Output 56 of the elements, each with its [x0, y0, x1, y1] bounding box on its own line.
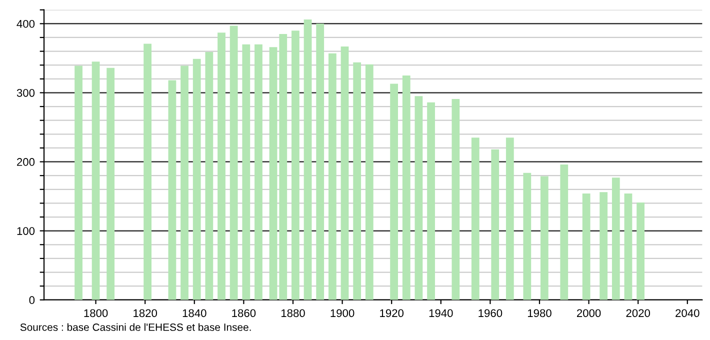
bar: [491, 149, 500, 300]
x-tick-label: 1820: [134, 309, 158, 318]
bar: [269, 47, 278, 300]
x-tick-label: 1940: [429, 309, 453, 318]
x-tick-label: 1840: [182, 309, 206, 318]
bar: [600, 192, 608, 300]
x-tick-label: 1900: [330, 309, 354, 318]
bar: [192, 58, 201, 300]
bar: [390, 84, 398, 300]
y-tick-label: 300: [16, 88, 35, 97]
bar: [328, 53, 336, 300]
bar: [168, 80, 176, 300]
x-tick-label: 2020: [626, 309, 650, 318]
x-tick-label: 1920: [380, 309, 404, 318]
bar: [402, 75, 410, 300]
bar: [254, 44, 262, 300]
bar: [304, 20, 312, 300]
bar: [205, 52, 214, 300]
bar: [279, 34, 288, 300]
bar: [106, 68, 115, 300]
y-tick-label: 200: [17, 158, 35, 166]
bar: [427, 102, 435, 300]
y-tick-label: 100: [17, 227, 35, 235]
x-tick-label: 1960: [478, 309, 502, 318]
bar: [523, 172, 532, 300]
bar: [230, 26, 238, 300]
bar: [560, 164, 568, 300]
bar: [242, 44, 250, 300]
x-tick-label: 1860: [232, 309, 256, 318]
bar: [144, 44, 152, 300]
bar: [218, 32, 226, 300]
x-tick-label: 1980: [528, 309, 552, 318]
source-note: Sources : base Cassini de l'EHESS et base Insee.: [20, 323, 251, 331]
x-tick-label: 1800: [84, 309, 108, 318]
bar: [624, 194, 632, 300]
bar: [612, 178, 620, 300]
bar: [452, 98, 460, 300]
bar: [74, 66, 82, 300]
x-tick-label: 1880: [281, 309, 305, 318]
bar: [180, 66, 188, 300]
x-tick-label: 2040: [676, 309, 700, 318]
y-tick-label: 400: [16, 20, 35, 28]
bar: [636, 202, 645, 300]
bar: [414, 96, 423, 300]
bar: [582, 194, 590, 300]
y-tick-label: 0: [29, 296, 35, 304]
bar: [316, 24, 324, 300]
bar: [506, 138, 514, 300]
bar: [340, 46, 349, 300]
bar: [92, 62, 100, 300]
bar: [365, 64, 374, 300]
bar: [292, 30, 300, 300]
bar: [540, 176, 548, 300]
bar: [471, 138, 480, 300]
x-tick-label: 2000: [577, 309, 601, 318]
bar: [353, 62, 362, 300]
